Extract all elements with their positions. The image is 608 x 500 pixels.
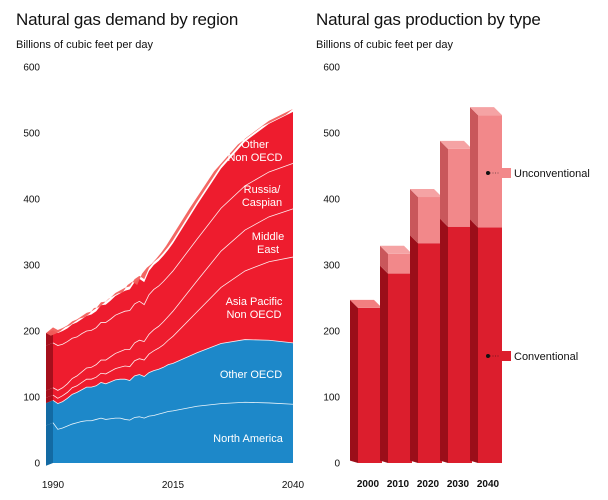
production-bar-side-conventional-2040 (470, 219, 478, 463)
demand-label-other-oecd: Other OECD (220, 369, 282, 381)
legend-swatch-unconventional (501, 168, 511, 178)
production-bar-side-conventional-2020 (410, 235, 418, 463)
production-bar-side-unconventional-2040 (470, 107, 478, 228)
production-bar-unconventional-2020 (418, 197, 442, 244)
production-bar-top-2000 (350, 299, 382, 308)
production-ytick-100: 100 (323, 393, 340, 404)
production-xtick-2040: 2040 (477, 479, 500, 490)
production-bar-unconventional-2010 (388, 253, 412, 274)
demand-area-other-oecd (53, 339, 293, 430)
demand-line-north-america (52, 401, 294, 430)
demand-ytick-200: 200 (23, 327, 40, 338)
demand-xtick-2015: 2015 (162, 480, 185, 491)
demand-line-russia-caspian (52, 162, 294, 346)
production-bar-conventional-2020 (418, 243, 442, 463)
production-ytick-300: 300 (323, 261, 340, 272)
legend-label-unconventional: Unconventional (514, 168, 590, 180)
demand-area-other-non-oecd (53, 111, 293, 346)
production-bar-side-unconventional-2010 (380, 245, 388, 274)
production-bar-top-2010 (380, 245, 412, 254)
demand-side-north-america (46, 422, 53, 466)
production-bar-side-conventional-2030 (440, 218, 448, 463)
production-xtick-2030: 2030 (447, 479, 470, 490)
production-chart-title: Natural gas production by type (316, 10, 541, 29)
demand-area-asia-pacific-non-oecd (53, 257, 293, 404)
production-bar-top-2040 (470, 107, 502, 116)
production-bar-conventional-2000 (358, 307, 382, 463)
production-ytick-600: 600 (323, 63, 340, 74)
demand-label-other-non-oecd: Other Non OECD (227, 139, 282, 164)
demand-side-russia-caspian (46, 342, 53, 391)
demand-ytick-600: 600 (23, 63, 40, 74)
production-ytick-200: 200 (323, 327, 340, 338)
demand-label-middle-east: Middle East (252, 231, 284, 256)
production-chart-ylabel: Billions of cubic feet per day (316, 39, 453, 51)
demand-xtick-2040: 2040 (282, 480, 305, 491)
production-bar-conventional-2030 (448, 226, 472, 463)
demand-ytick-400: 400 (23, 195, 40, 206)
production-bar-conventional-2010 (388, 273, 412, 463)
production-bar-unconventional-2030 (448, 148, 472, 227)
production-xtick-2010: 2010 (387, 479, 410, 490)
production-ytick-400: 400 (323, 195, 340, 206)
production-bar-top-2020 (410, 189, 442, 198)
demand-label-russia-caspian: Russia/Caspian (242, 184, 282, 209)
legend-dot-unconventional (486, 171, 490, 175)
demand-side-asia-pacific-non-oecd (46, 395, 53, 404)
production-bar-side-conventional-2010 (380, 265, 388, 463)
demand-xtick-1990: 1990 (42, 480, 65, 491)
demand-ytick-0: 0 (34, 459, 40, 470)
demand-chart-title: Natural gas demand by region (16, 10, 239, 29)
production-bar-side-unconventional-2030 (440, 140, 448, 227)
demand-side-other-oecd (46, 400, 53, 426)
demand-ytick-300: 300 (23, 261, 40, 272)
production-bar-unconventional-2040 (478, 115, 502, 228)
production-bar-top-2030 (440, 140, 472, 149)
production-ytick-0: 0 (334, 459, 340, 470)
production-xtick-2020: 2020 (417, 479, 440, 490)
demand-ytick-500: 500 (23, 129, 40, 140)
demand-area-russia-caspian (53, 163, 293, 391)
production-xtick-2000: 2000 (357, 479, 380, 490)
production-bar-side-conventional-2000 (350, 299, 358, 463)
legend-label-conventional: Conventional (514, 351, 578, 363)
demand-label-north-america: North America (213, 433, 284, 445)
demand-side-middle-east (46, 387, 53, 398)
demand-chart-ylabel: Billions of cubic feet per day (16, 39, 153, 51)
demand-line-middle-east (52, 208, 294, 391)
demand-label-asia-pacific-non-oecd: Asia Pacific Non OECD (226, 296, 283, 321)
demand-line-asia-pacific-non-oecd (52, 256, 294, 399)
demand-ytick-100: 100 (23, 393, 40, 404)
legend-dot-conventional (486, 354, 490, 358)
legend-swatch-conventional (501, 351, 511, 361)
demand-area-north-america (53, 402, 293, 463)
demand-area-middle-east (53, 208, 293, 399)
production-bar-side-unconventional-2020 (410, 189, 418, 244)
production-ytick-500: 500 (323, 129, 340, 140)
production-bar-conventional-2040 (478, 227, 502, 463)
demand-line-other-oecd (52, 339, 294, 405)
